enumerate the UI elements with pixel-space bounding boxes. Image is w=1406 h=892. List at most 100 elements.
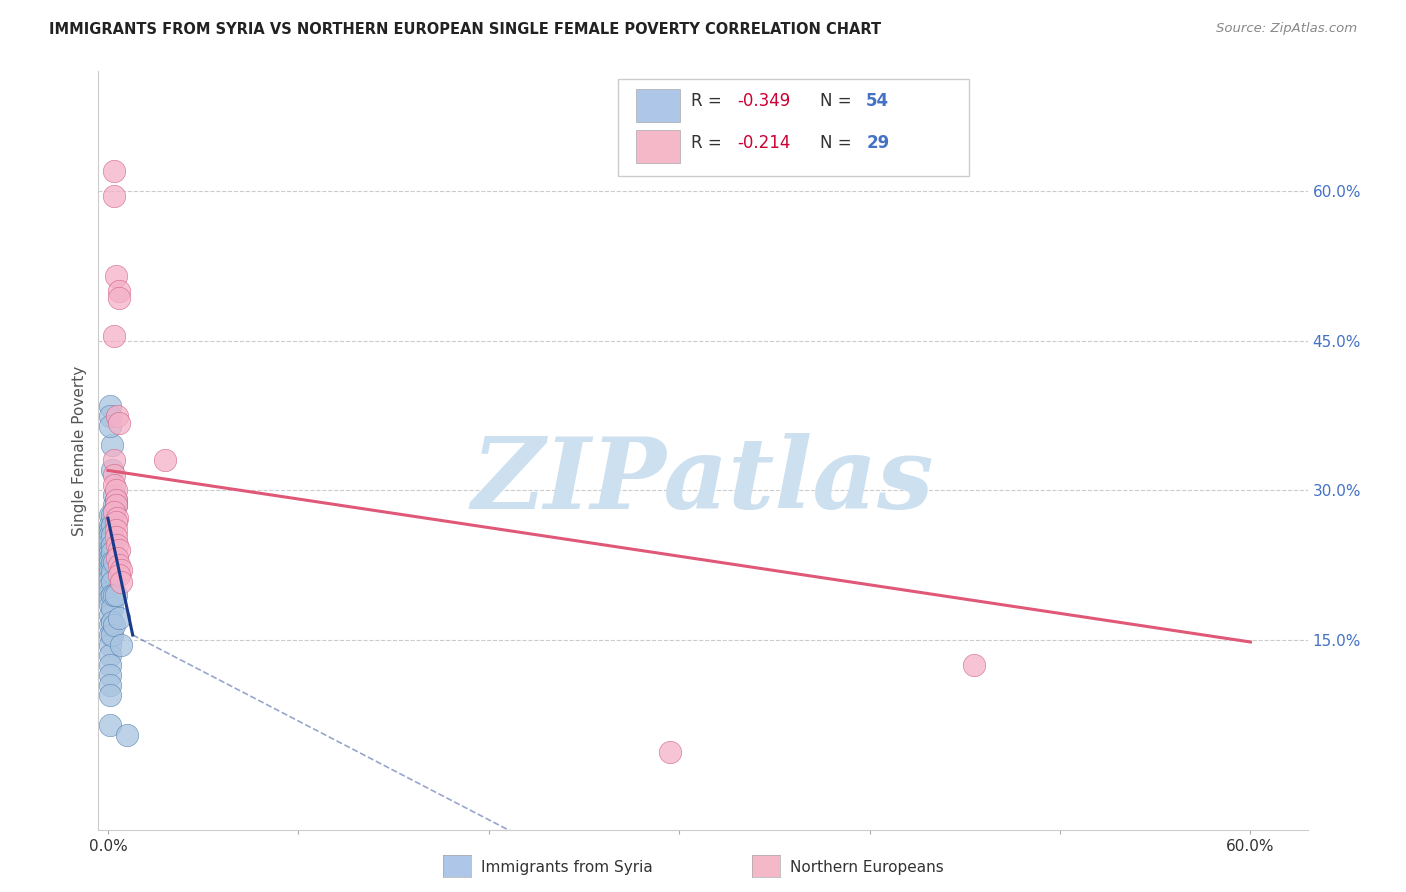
Point [98, 718, 121, 732]
Point [107, 551, 129, 566]
Point [98, 628, 121, 642]
Point [100, 575, 122, 590]
Point [110, 575, 132, 590]
Text: N =: N = [820, 134, 858, 152]
Point [98, 545, 121, 559]
Point [658, 745, 681, 759]
Point [103, 328, 125, 343]
Text: Source: ZipAtlas.com: Source: ZipAtlas.com [1216, 22, 1357, 36]
Point [100, 463, 122, 477]
Text: R =: R = [690, 134, 727, 152]
Point [110, 638, 132, 652]
Point [963, 657, 986, 672]
Point [98, 541, 121, 556]
Text: Northern Europeans: Northern Europeans [790, 860, 943, 874]
Point [100, 518, 122, 533]
Text: Immigrants from Syria: Immigrants from Syria [481, 860, 652, 874]
Point [104, 588, 127, 602]
Point [103, 189, 125, 203]
Point [103, 555, 125, 569]
Text: 54: 54 [866, 92, 890, 110]
Point [103, 453, 125, 467]
Point [103, 588, 125, 602]
Point [98, 657, 121, 672]
Point [100, 538, 122, 552]
Point [98, 399, 121, 413]
Point [103, 618, 125, 632]
Point [104, 493, 127, 508]
Point [98, 508, 121, 523]
Point [103, 505, 125, 519]
Point [98, 551, 121, 566]
FancyBboxPatch shape [637, 89, 681, 122]
Point [98, 598, 121, 612]
FancyBboxPatch shape [619, 79, 969, 176]
Point [108, 568, 131, 582]
Point [104, 516, 127, 530]
Point [98, 678, 121, 692]
Point [100, 565, 122, 579]
Point [103, 468, 125, 483]
Text: N =: N = [820, 92, 858, 110]
Point [104, 268, 127, 283]
Point [108, 416, 131, 430]
Text: IMMIGRANTS FROM SYRIA VS NORTHERN EUROPEAN SINGLE FEMALE POVERTY CORRELATION CHA: IMMIGRANTS FROM SYRIA VS NORTHERN EUROPE… [49, 22, 882, 37]
Point [98, 555, 121, 569]
FancyBboxPatch shape [637, 129, 681, 163]
Point [98, 561, 121, 575]
Text: 29: 29 [866, 134, 890, 152]
Point [100, 438, 122, 452]
Point [98, 638, 121, 652]
Point [108, 284, 131, 298]
Point [108, 558, 131, 573]
Point [108, 543, 131, 558]
Point [98, 418, 121, 433]
Y-axis label: Single Female Poverty: Single Female Poverty [72, 366, 87, 535]
Point [100, 508, 122, 523]
Point [104, 483, 127, 498]
Point [100, 545, 122, 559]
Point [98, 608, 121, 623]
Point [104, 523, 127, 537]
Point [98, 648, 121, 662]
Point [100, 528, 122, 542]
Point [103, 478, 125, 492]
Point [98, 688, 121, 702]
Point [153, 453, 176, 467]
Point [98, 578, 121, 592]
Point [103, 164, 125, 178]
Point [108, 611, 131, 625]
Point [98, 668, 121, 682]
Point [100, 588, 122, 602]
Point [103, 499, 125, 513]
Text: -0.349: -0.349 [737, 92, 790, 110]
Point [115, 728, 138, 742]
Point [98, 571, 121, 585]
Point [104, 499, 127, 513]
Point [98, 585, 121, 599]
Point [98, 528, 121, 542]
Point [98, 523, 121, 537]
Text: R =: R = [690, 92, 727, 110]
Point [98, 409, 121, 423]
Point [98, 535, 121, 549]
Point [107, 538, 129, 552]
Text: ZIPatlas: ZIPatlas [472, 433, 934, 529]
Point [98, 565, 121, 579]
Point [107, 409, 129, 423]
Point [100, 601, 122, 615]
Point [104, 499, 127, 513]
Point [108, 291, 131, 305]
Point [104, 530, 127, 544]
Point [103, 488, 125, 502]
Point [98, 591, 121, 606]
Point [104, 493, 127, 508]
Point [100, 628, 122, 642]
Point [100, 615, 122, 629]
Point [110, 563, 132, 577]
Point [98, 518, 121, 533]
Point [100, 555, 122, 569]
Text: -0.214: -0.214 [737, 134, 790, 152]
Point [98, 618, 121, 632]
Point [107, 511, 129, 525]
